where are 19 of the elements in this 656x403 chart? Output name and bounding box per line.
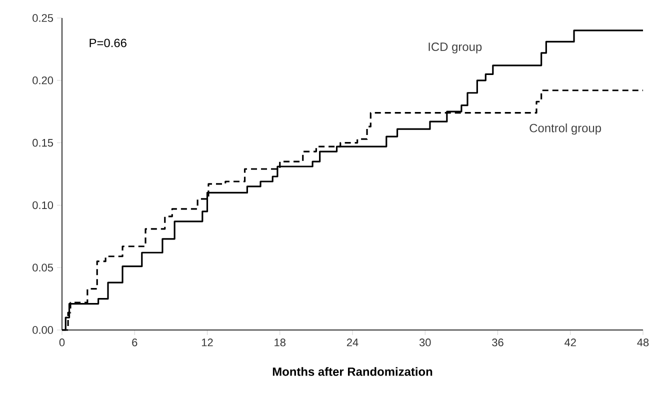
x-tick-label: 0 <box>59 338 65 346</box>
x-tick-label: 30 <box>419 338 431 346</box>
x-axis-title: Months after Randomization <box>272 367 432 376</box>
series-label: ICD group <box>428 42 482 54</box>
annotation: P=0.66 <box>90 38 126 48</box>
y-tick-label: 0.20 <box>32 76 54 84</box>
y-tick-label: 0.05 <box>32 264 54 272</box>
x-tick-label: 6 <box>132 338 138 346</box>
y-tick-label: 0.15 <box>32 138 54 147</box>
y-tick-label: 0.00 <box>32 326 54 334</box>
series-label: Control group <box>530 124 602 135</box>
x-tick-label: 24 <box>346 338 358 346</box>
x-tick-label: 12 <box>202 338 213 346</box>
y-tick-label: 0.25 <box>32 14 54 22</box>
x-tick-label: 36 <box>492 338 504 346</box>
x-tick-label: 18 <box>274 338 286 346</box>
x-tick-label: 48 <box>637 338 649 346</box>
y-tick-label: 0.10 <box>32 201 54 210</box>
x-tick-label: 42 <box>564 338 576 346</box>
